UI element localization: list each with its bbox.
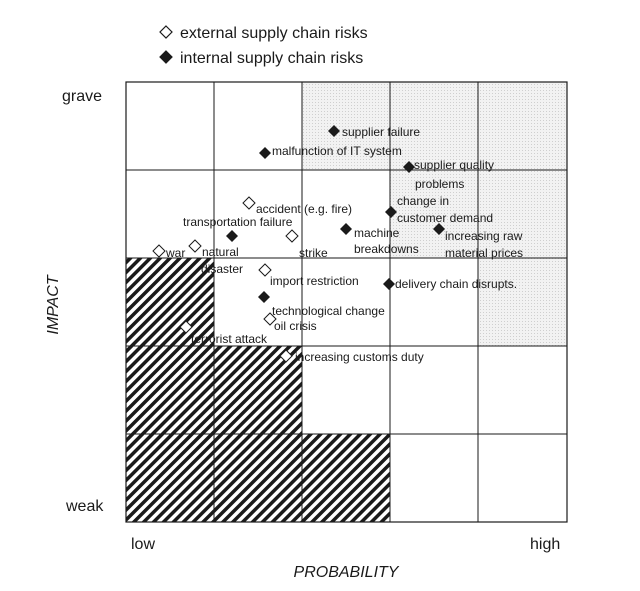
external-risk-marker bbox=[258, 263, 272, 277]
low-risk-zone bbox=[126, 346, 214, 434]
internal-risk-marker bbox=[385, 206, 397, 218]
internal-risk-marker bbox=[226, 230, 238, 242]
risk-label: war bbox=[165, 246, 185, 260]
legend-internal: internal supply chain risks bbox=[180, 50, 363, 67]
low-risk-zone bbox=[126, 434, 214, 522]
risk-label: import restriction bbox=[270, 274, 359, 288]
risk-label: malfunction of IT system bbox=[272, 144, 402, 158]
axes: grave weak IMPACT low high PROBABILITY bbox=[45, 88, 560, 581]
risk-label: increasing customs duty bbox=[295, 350, 424, 364]
external-risk-marker bbox=[179, 320, 193, 334]
legend-external: external supply chain risks bbox=[180, 25, 368, 42]
risk-label: accident (e.g. fire) bbox=[256, 202, 352, 216]
risk-label: transportation failure bbox=[183, 215, 293, 229]
external-risk-marker bbox=[242, 196, 256, 210]
low-risk-zone bbox=[302, 434, 390, 522]
risk-label: breakdowns bbox=[354, 242, 419, 256]
external-risk-marker bbox=[188, 239, 202, 253]
y-axis-top-label: grave bbox=[62, 88, 102, 105]
internal-risk-marker bbox=[383, 278, 395, 290]
risk-label: terrorist attack bbox=[191, 332, 268, 346]
risk-label: material prices bbox=[445, 246, 523, 260]
risk-label: change in bbox=[397, 194, 449, 208]
low-risk-zone bbox=[126, 258, 214, 346]
risk-label: oil crisis bbox=[274, 319, 317, 333]
risk-points: supplier failure malfunction of IT syste… bbox=[152, 125, 523, 364]
internal-risk-marker bbox=[328, 125, 340, 137]
low-risk-zone bbox=[214, 434, 302, 522]
risk-label: strike bbox=[299, 246, 328, 260]
internal-risk-marker bbox=[258, 291, 270, 303]
x-axis-right-label: high bbox=[530, 536, 560, 553]
risk-label: supplier quality bbox=[414, 158, 494, 172]
risk-label: increasing raw bbox=[445, 229, 523, 243]
external-risk-marker bbox=[263, 312, 277, 326]
external-risk-marker bbox=[279, 349, 293, 363]
shaded-zones bbox=[126, 82, 567, 522]
risk-label: technological change bbox=[272, 304, 385, 318]
risk-label: supplier failure bbox=[342, 125, 420, 139]
internal-risk-marker bbox=[259, 147, 271, 159]
external-risk-marker bbox=[285, 229, 299, 243]
internal-risk-marker bbox=[403, 161, 415, 173]
risk-label: customer demand bbox=[397, 211, 493, 225]
y-axis-title: IMPACT bbox=[45, 274, 62, 334]
internal-risk-marker bbox=[340, 223, 352, 235]
risk-label: natural bbox=[202, 245, 239, 259]
external-risk-marker bbox=[152, 244, 166, 258]
grid bbox=[125, 81, 568, 523]
risk-label: disaster bbox=[201, 262, 243, 276]
risk-label: machine bbox=[354, 226, 400, 240]
legend: external supply chain risks internal sup… bbox=[159, 25, 368, 67]
x-axis-title: PROBABILITY bbox=[294, 564, 400, 581]
high-risk-zone bbox=[302, 82, 567, 170]
external-risk-marker bbox=[159, 25, 173, 39]
x-axis-left-label: low bbox=[131, 536, 155, 553]
risk-label: delivery chain disrupts. bbox=[395, 277, 517, 291]
internal-risk-marker bbox=[159, 50, 173, 64]
y-axis-bottom-label: weak bbox=[65, 498, 104, 515]
high-risk-zone bbox=[478, 258, 567, 346]
risk-label: problems bbox=[415, 177, 464, 191]
internal-risk-marker bbox=[433, 223, 445, 235]
